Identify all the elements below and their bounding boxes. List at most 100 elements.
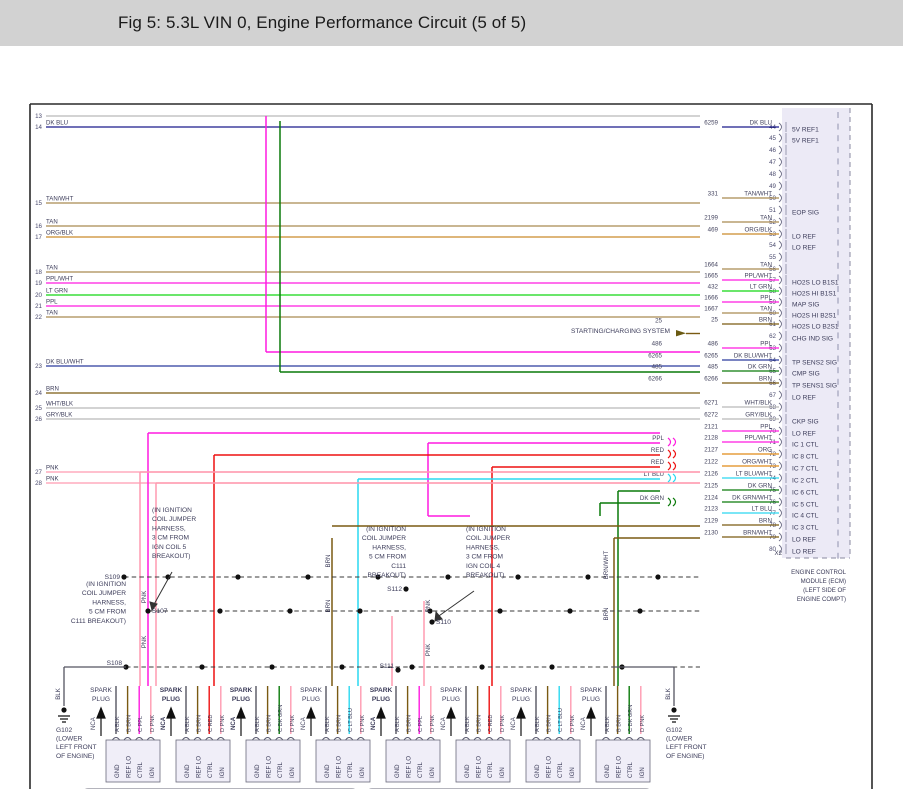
left-pin-number: 24 [35, 390, 42, 397]
coil-pin-name: IGN [219, 767, 226, 778]
splice-label: S109 [105, 574, 121, 581]
ignition-coil-box[interactable] [455, 739, 511, 783]
coil-pin-name: CTRL [417, 761, 424, 778]
wire-jump-icon [672, 497, 677, 507]
ecm-signal-name: HO2S LO B2S1 [792, 324, 839, 331]
ecm-circuit-number: 1666 [704, 295, 718, 302]
coil-terminal-label: A BLK [395, 716, 401, 732]
spark-plug-arrow-icon [586, 706, 596, 736]
spark-plug-label: PLUG [512, 696, 530, 703]
coil-terminal-label: D PNK [150, 715, 156, 732]
ignition-coil-box[interactable] [105, 739, 161, 783]
dashed-bus-group [124, 574, 700, 670]
annotation-line: (IN IGNITION [86, 581, 126, 588]
ground-wire-label: BLK [55, 688, 62, 700]
coil-pin-name: IGN [499, 767, 506, 778]
pin-hook-icon [778, 426, 782, 436]
coil-terminal-icon [485, 737, 494, 741]
coil-terminal-label: B BRN [337, 715, 343, 732]
pin-hook-icon [778, 286, 782, 296]
ignition-coil-box[interactable] [385, 739, 441, 783]
coil-pin-name: REF LO [476, 756, 483, 778]
coil-terminal-label: A BLK [115, 716, 121, 732]
coil-terminal-icon [216, 737, 225, 741]
spark-plug-label: PLUG [302, 696, 320, 703]
left-wire-color: TAN [46, 310, 58, 317]
left-wire-color: ORG/BLK [46, 230, 73, 237]
coil-pin-name: GND [604, 764, 611, 778]
ground-node-dot [61, 707, 67, 713]
pin-hook-icon [778, 414, 782, 424]
coil-terminal-label: A BLK [535, 716, 541, 732]
spark-plug-label: PLUG [442, 696, 460, 703]
pin-hook-icon [778, 532, 782, 542]
ecm-circuit-number: 331 [708, 191, 719, 198]
ecm-circuit-number: 2130 [704, 530, 718, 537]
coil-pin-name: IGN [639, 767, 646, 778]
coil-pin-name: CTRL [627, 761, 634, 778]
ecm-signal-name: IC 4 CTL [792, 513, 819, 520]
coil-terminal-icon [181, 737, 191, 741]
coil-terminal-icon [111, 737, 121, 741]
ignition-coil-box[interactable] [245, 739, 301, 783]
coil-terminal-icon [613, 737, 622, 741]
left-wire-color: DK BLU/WHT [46, 359, 84, 366]
left-pin-number: 22 [35, 314, 42, 321]
ecm-circuit-number: 2127 [704, 447, 718, 454]
pin-hook-icon [778, 437, 782, 447]
ecm-circuit-number: 6266 [704, 376, 718, 383]
coil-terminal-icon [473, 737, 482, 741]
coil-terminal-icon [543, 737, 552, 741]
coil-terminal-icon [555, 737, 564, 741]
ground-caption-line: OF ENGINE) [56, 753, 94, 760]
ecm-wire-color: BRN/WHT [743, 530, 772, 537]
coil-terminal-icon [193, 737, 202, 741]
left-pin-number: 26 [35, 416, 42, 423]
spark-plug-arrow-icon [306, 706, 316, 736]
starting-charging-label: STARTING/CHARGING SYSTEM [571, 328, 670, 335]
coil-pin-name: REF LO [616, 756, 623, 778]
splice-label: S111 [380, 663, 395, 670]
pin-hook-icon [778, 133, 782, 143]
ecm-wire-color: ORG/BLK [744, 227, 772, 234]
coil-terminal-label: D PNK [430, 715, 436, 732]
ecm-circuit-number: 6265 [704, 353, 718, 360]
vertical-wire-label: PNK [141, 636, 148, 649]
vertical-wire-label: BRN [325, 600, 332, 613]
coil-terminal-label: A BLK [255, 716, 261, 732]
splice-label: S112 [387, 586, 402, 593]
coil-terminal-icon [275, 737, 284, 741]
ignition-coil-box[interactable] [315, 739, 371, 783]
ecm-caption-line: MODULE (ECM) [801, 578, 846, 585]
ecm-signal-name: IC 3 CTL [792, 525, 819, 532]
ecm-signal-name: LO REF [792, 549, 816, 556]
annotation-line: HARNESS, [92, 599, 126, 606]
ecm-signal-name: CKP SIG [792, 419, 819, 426]
ecm-wire-color: PPL/WHT [744, 273, 772, 280]
coil-terminal-icon [461, 737, 471, 741]
coil-pin-name: REF LO [406, 756, 413, 778]
ecm-signal-name: HO2S HI B2S1 [792, 313, 837, 320]
ecm-circuit-number: 1664 [704, 262, 718, 269]
annotation-line: (IN IGNITION [466, 526, 506, 533]
coil-terminal-icon [123, 737, 132, 741]
splice-dot [395, 667, 401, 673]
ecm-circuit-number: 25 [711, 317, 718, 324]
ignition-coil-box[interactable] [175, 739, 231, 783]
pin-hook-icon [778, 122, 782, 132]
ignition-coil-box[interactable] [525, 739, 581, 783]
ignition-coil-box[interactable] [595, 739, 651, 783]
ecm-circuit-number: 2199 [704, 215, 718, 222]
title-bar: Fig 5: 5.3L VIN 0, Engine Performance Ci… [0, 0, 903, 46]
ecm-wire-color: BRN [759, 317, 772, 324]
ecm-wire-color: LT BLU [752, 506, 772, 513]
spark-plug-arrow-icon [446, 706, 456, 736]
pin-hook-icon [778, 275, 782, 285]
annotation-line: (IN IGNITION [366, 526, 406, 533]
coil-terminal-label: C RED [208, 715, 214, 732]
splice-group: S109 S107 S108 S112 S110 S111 [105, 574, 451, 673]
ecm-signal-name: LO REF [792, 431, 816, 438]
vertical-wire-label: BRN/WHT [603, 551, 610, 580]
